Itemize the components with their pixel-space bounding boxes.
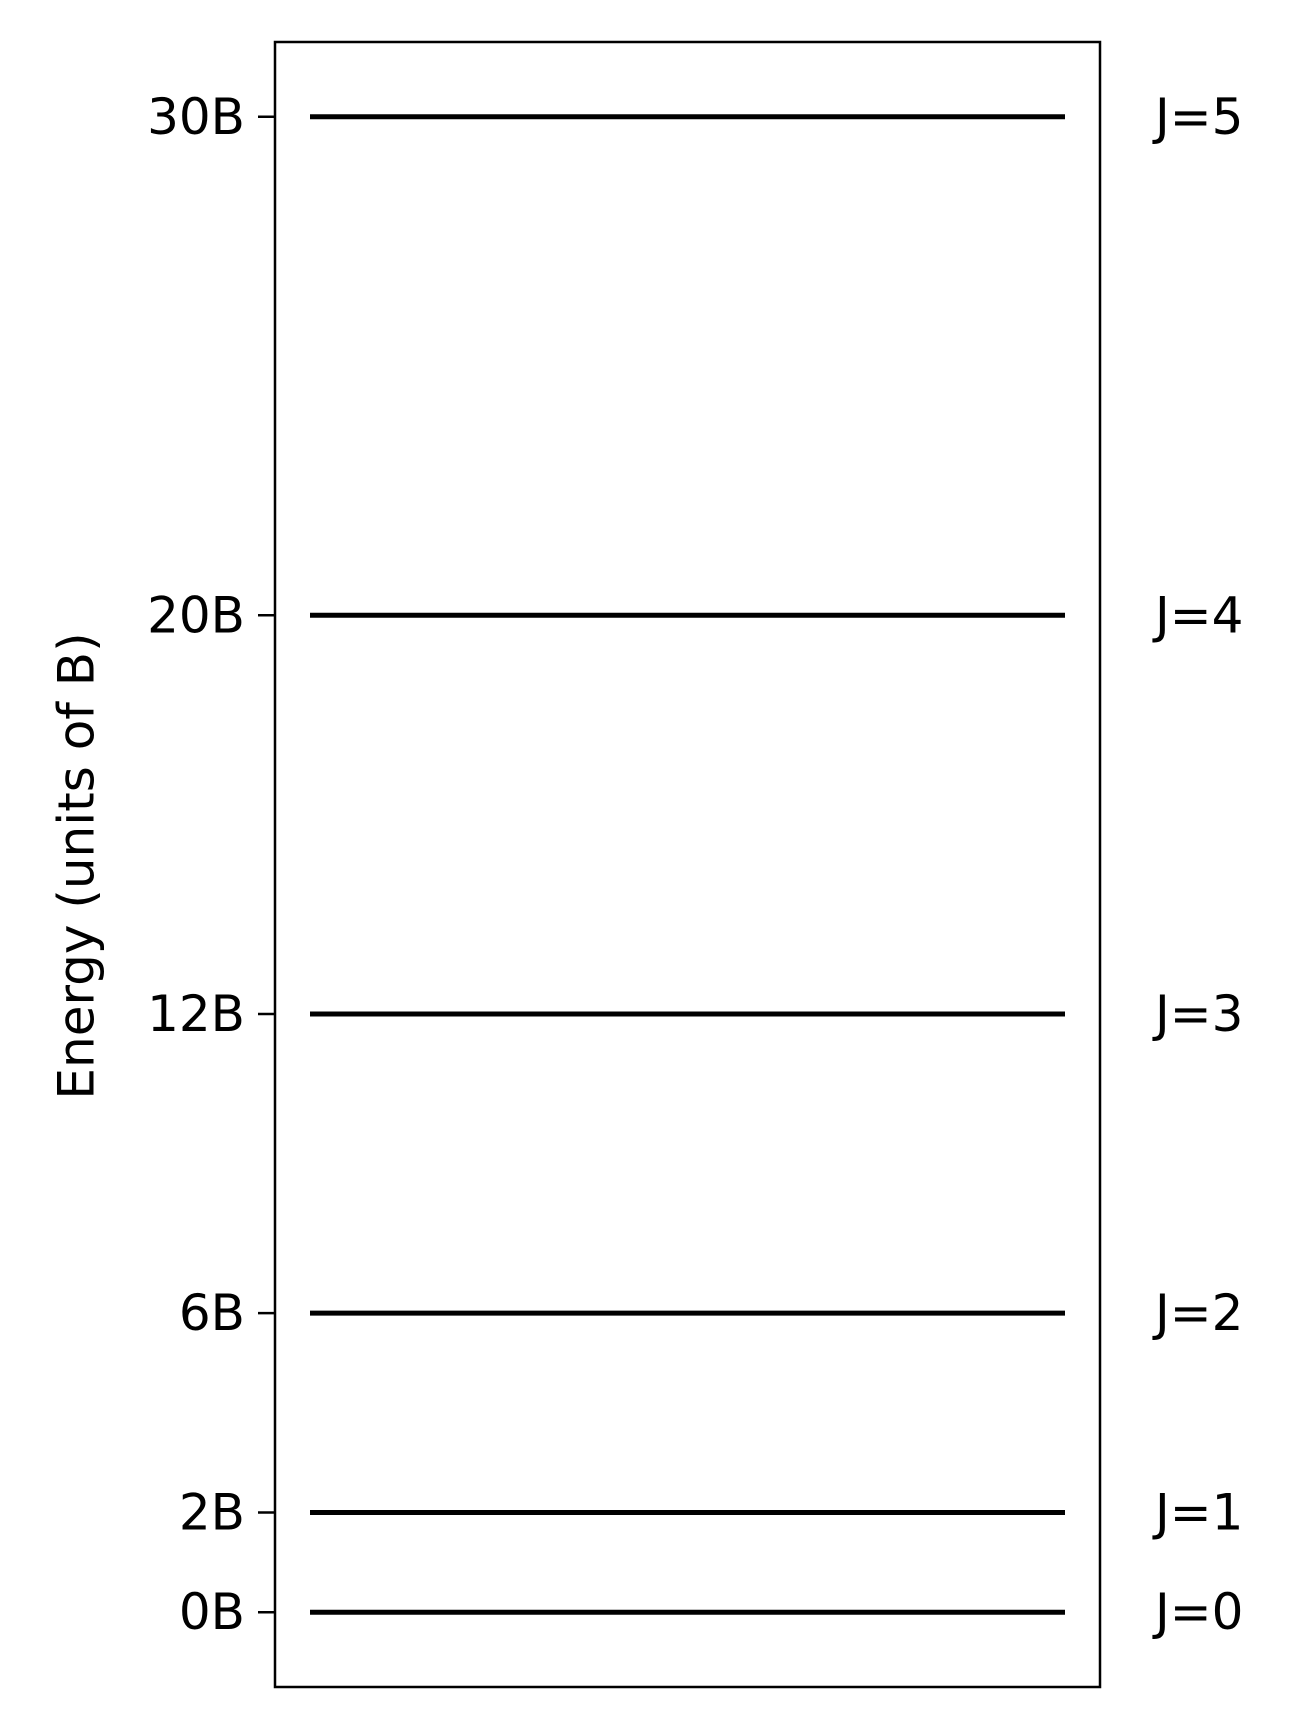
y-tick-label-3: 12B [147, 985, 245, 1043]
y-tick-label-5: 30B [147, 88, 245, 146]
level-label-j0: J=0 [1152, 1583, 1243, 1641]
y-tick-label-0: 0B [179, 1583, 245, 1641]
y-tick-label-1: 2B [179, 1484, 245, 1542]
level-label-j3: J=3 [1152, 985, 1243, 1043]
y-tick-label-4: 20B [147, 586, 245, 644]
level-label-j5: J=5 [1152, 88, 1243, 146]
y-axis-label: Energy (units of B) [48, 632, 106, 1099]
y-axis-ticks: 0B 2B 6B 12B 20B 30B [147, 88, 275, 1641]
level-label-j4: J=4 [1152, 586, 1243, 644]
y-tick-label-2: 6B [179, 1284, 245, 1342]
plot-frame [275, 42, 1100, 1687]
level-label-j1: J=1 [1152, 1484, 1243, 1542]
energy-levels [310, 117, 1065, 1612]
level-label-j2: J=2 [1152, 1284, 1243, 1342]
level-labels: J=0 J=1 J=2 J=3 J=4 J=5 [1152, 88, 1243, 1641]
